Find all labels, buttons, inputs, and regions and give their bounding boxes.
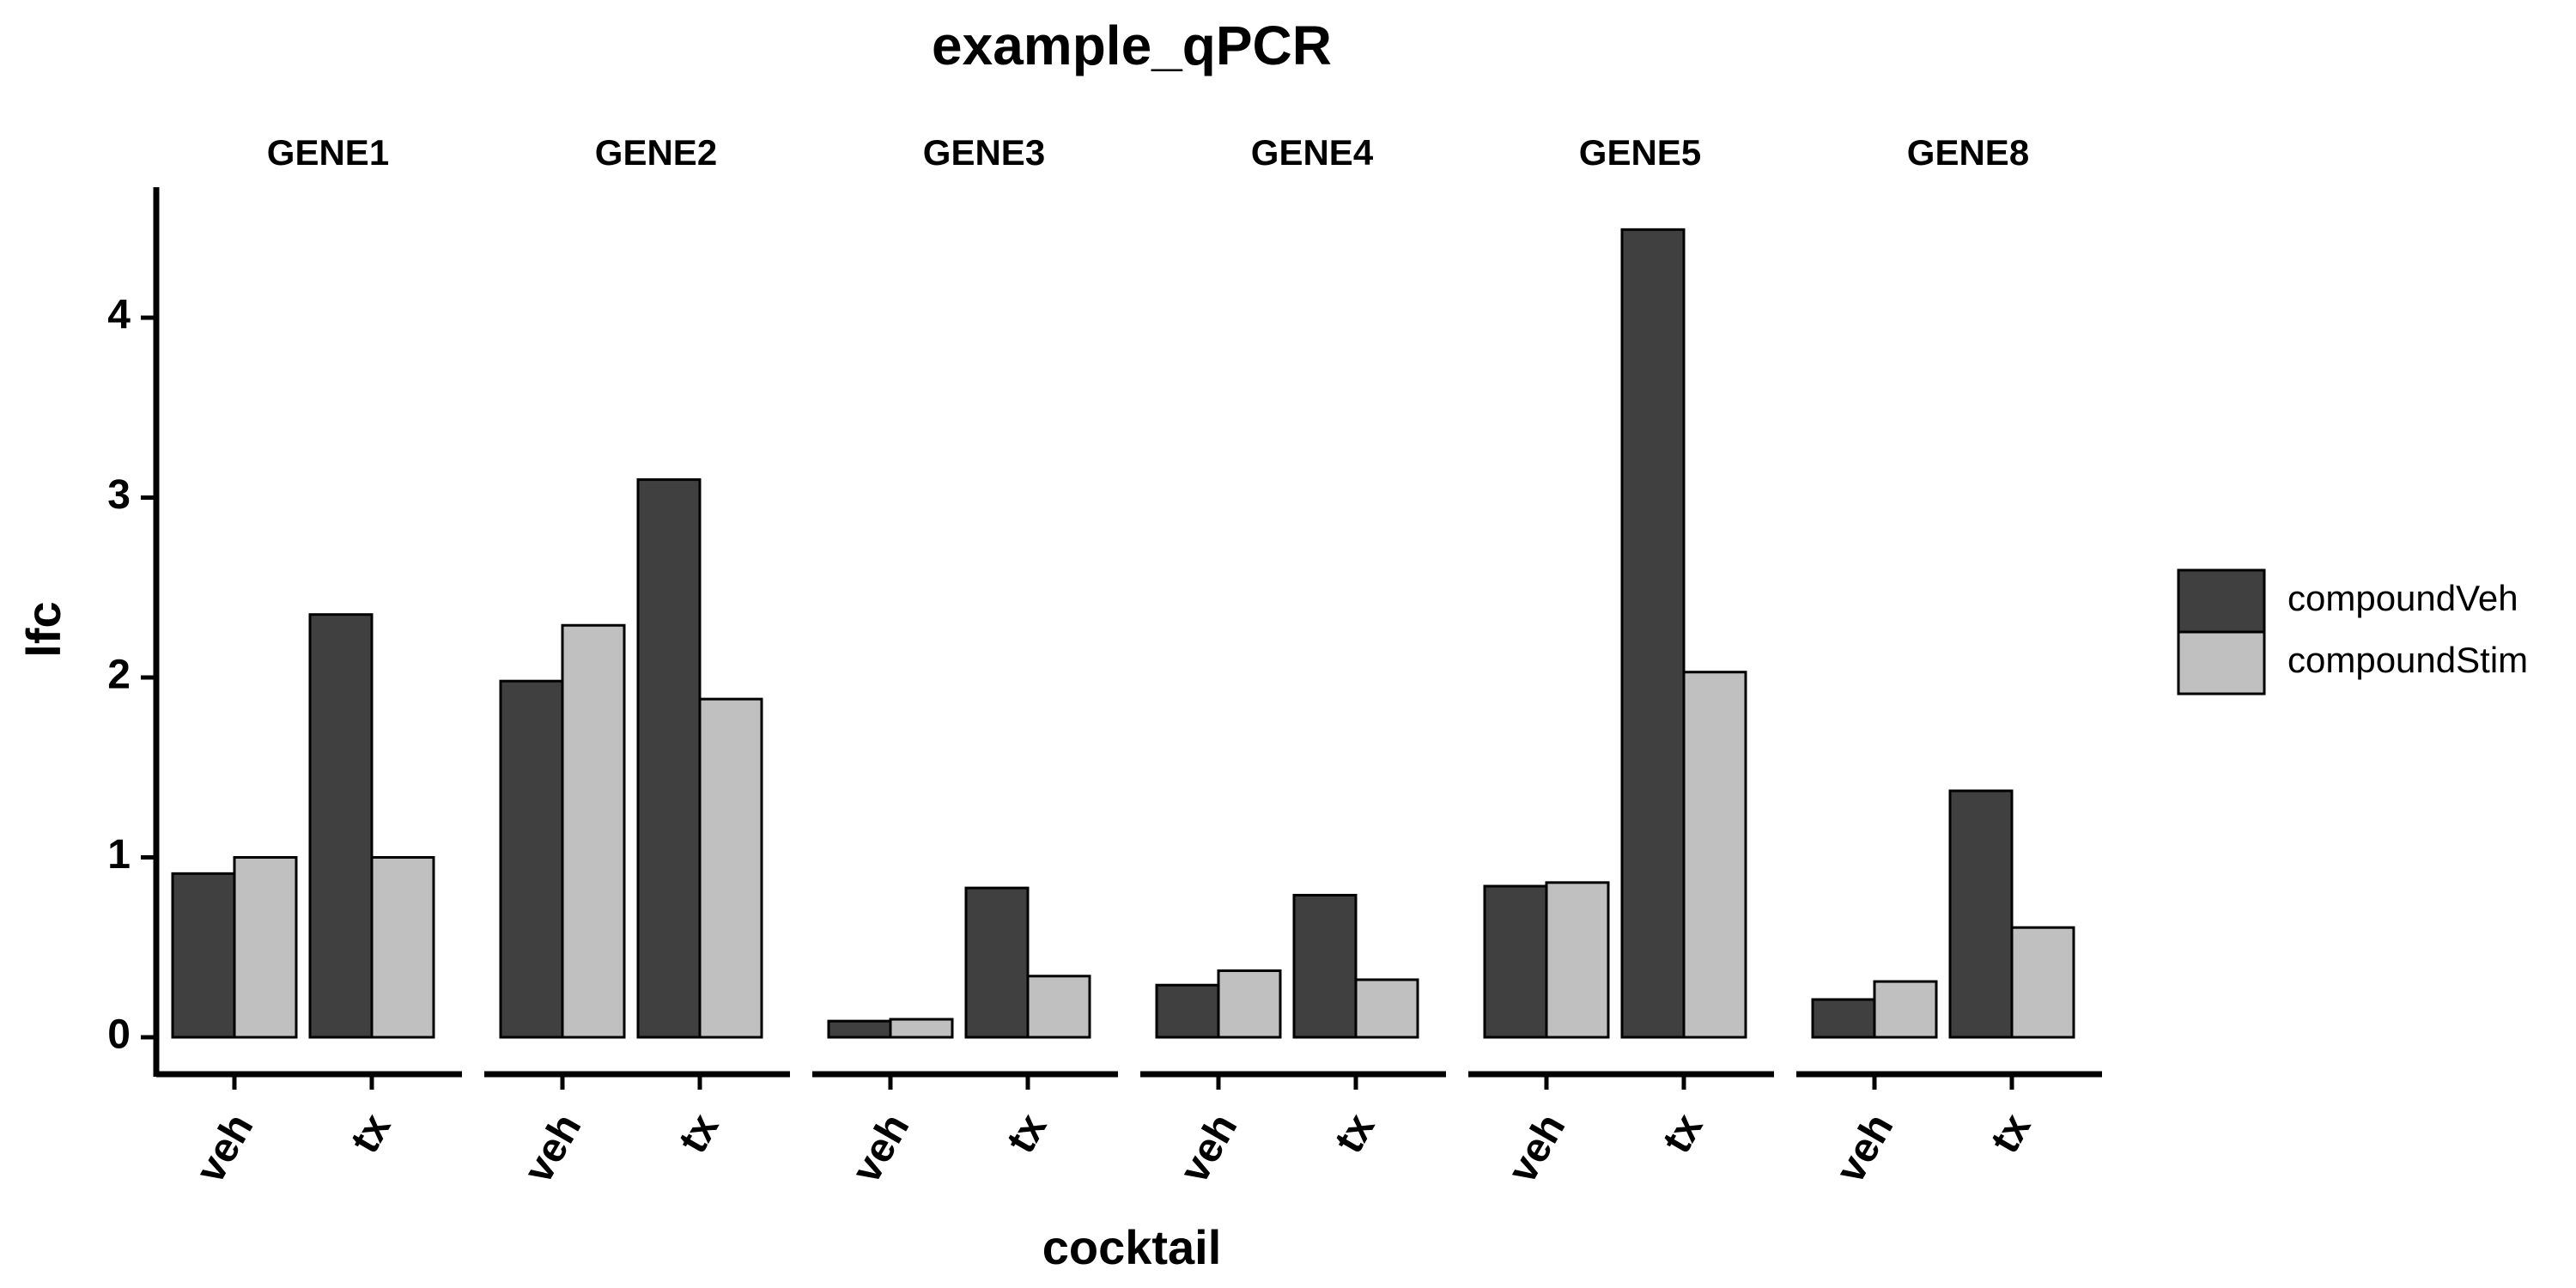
bar-gene4-veh-compoundStim	[1217, 969, 1282, 1039]
y-axis-title: lfc	[16, 601, 70, 657]
bar-gene2-veh-compoundVeh	[499, 679, 564, 1039]
y-tick-label-3: 3	[107, 472, 131, 518]
facet-label-gene1: GENE1	[267, 132, 389, 173]
x-tick-label-gene4-veh: veh	[1171, 1106, 1246, 1190]
facet-label-gene4: GENE4	[1251, 132, 1374, 173]
x-tick-label-gene2-veh: veh	[515, 1106, 590, 1190]
x-tick-label-gene3-veh: veh	[843, 1106, 918, 1190]
bar-gene8-tx-compoundStim	[2010, 926, 2075, 1039]
bar-gene1-veh-compoundStim	[233, 856, 298, 1039]
facet-gene2: GENE2 veh tx	[484, 132, 790, 1190]
legend-label-compoundVeh: compoundVeh	[2287, 578, 2518, 618]
bar-gene1-tx-compoundVeh	[308, 613, 374, 1039]
facet-gene1: GENE1 veh tx	[156, 132, 462, 1190]
bar-gene1-tx-compoundStim	[370, 856, 435, 1039]
x-tick-label-gene5-tx: tx	[1654, 1106, 1711, 1161]
facet-label-gene3: GENE3	[923, 132, 1045, 173]
bar-gene3-tx-compoundStim	[1026, 975, 1091, 1039]
x-tick-label-gene2-tx: tx	[670, 1106, 727, 1161]
bar-gene3-veh-compoundStim	[889, 1018, 954, 1039]
bar-gene4-tx-compoundVeh	[1292, 893, 1358, 1039]
y-tick-label-4: 4	[107, 293, 131, 338]
x-tick-label-gene1-tx: tx	[342, 1106, 399, 1161]
y-axis: 0 1 2 3 4	[107, 187, 160, 1077]
facet-gene8: GENE8 veh tx	[1796, 132, 2102, 1190]
bar-gene8-veh-compoundStim	[1873, 980, 1938, 1039]
legend-label-compoundStim: compoundStim	[2287, 640, 2528, 680]
bar-gene2-tx-compoundStim	[698, 697, 763, 1039]
facet-label-gene2: GENE2	[595, 132, 717, 173]
x-tick-label-gene8-veh: veh	[1827, 1106, 1902, 1190]
chart-title: example_qPCR	[932, 15, 1332, 76]
bar-gene5-tx-compoundStim	[1682, 671, 1747, 1039]
bar-gene5-veh-compoundVeh	[1483, 884, 1548, 1039]
bar-gene2-veh-compoundStim	[561, 623, 626, 1039]
x-tick-label-gene3-tx: tx	[998, 1106, 1055, 1161]
bar-gene5-tx-compoundVeh	[1620, 228, 1686, 1039]
facet-gene3: GENE3 veh tx	[812, 132, 1118, 1190]
x-tick-label-gene8-tx: tx	[1982, 1106, 2039, 1161]
legend-key-compoundStim	[2177, 630, 2266, 696]
bar-gene3-tx-compoundVeh	[964, 886, 1030, 1039]
x-axis-title: cocktail	[1042, 1220, 1222, 1274]
x-tick-label-gene4-tx: tx	[1326, 1106, 1383, 1161]
facets: GENE1 veh tx GENE2 veh tx GENE3 veh tx GENE4 veh tx…	[156, 132, 2102, 1190]
bar-gene8-tx-compoundVeh	[1948, 789, 2014, 1039]
y-tick-label-2: 2	[107, 653, 131, 698]
bar-gene8-veh-compoundVeh	[1811, 998, 1876, 1039]
bar-gene2-tx-compoundVeh	[636, 478, 702, 1039]
x-tick-label-gene1-veh: veh	[187, 1106, 262, 1190]
legend-key-compoundVeh	[2177, 568, 2266, 634]
facet-gene4: GENE4 veh tx	[1140, 132, 1446, 1190]
facet-label-gene8: GENE8	[1907, 132, 2029, 173]
facet-gene5: GENE5 veh tx	[1468, 132, 1774, 1190]
bar-gene4-veh-compoundVeh	[1155, 983, 1220, 1039]
facet-label-gene5: GENE5	[1579, 132, 1701, 173]
bar-gene1-veh-compoundVeh	[171, 872, 236, 1039]
legend: compoundVeh compoundStim	[2177, 568, 2528, 696]
y-tick-label-0: 0	[107, 1012, 131, 1058]
bar-gene5-veh-compoundStim	[1545, 881, 1610, 1039]
x-tick-label-gene5-veh: veh	[1499, 1106, 1574, 1190]
bar-gene4-tx-compoundStim	[1354, 978, 1419, 1039]
bar-gene3-veh-compoundVeh	[827, 1019, 892, 1039]
y-tick-label-1: 1	[107, 832, 131, 878]
